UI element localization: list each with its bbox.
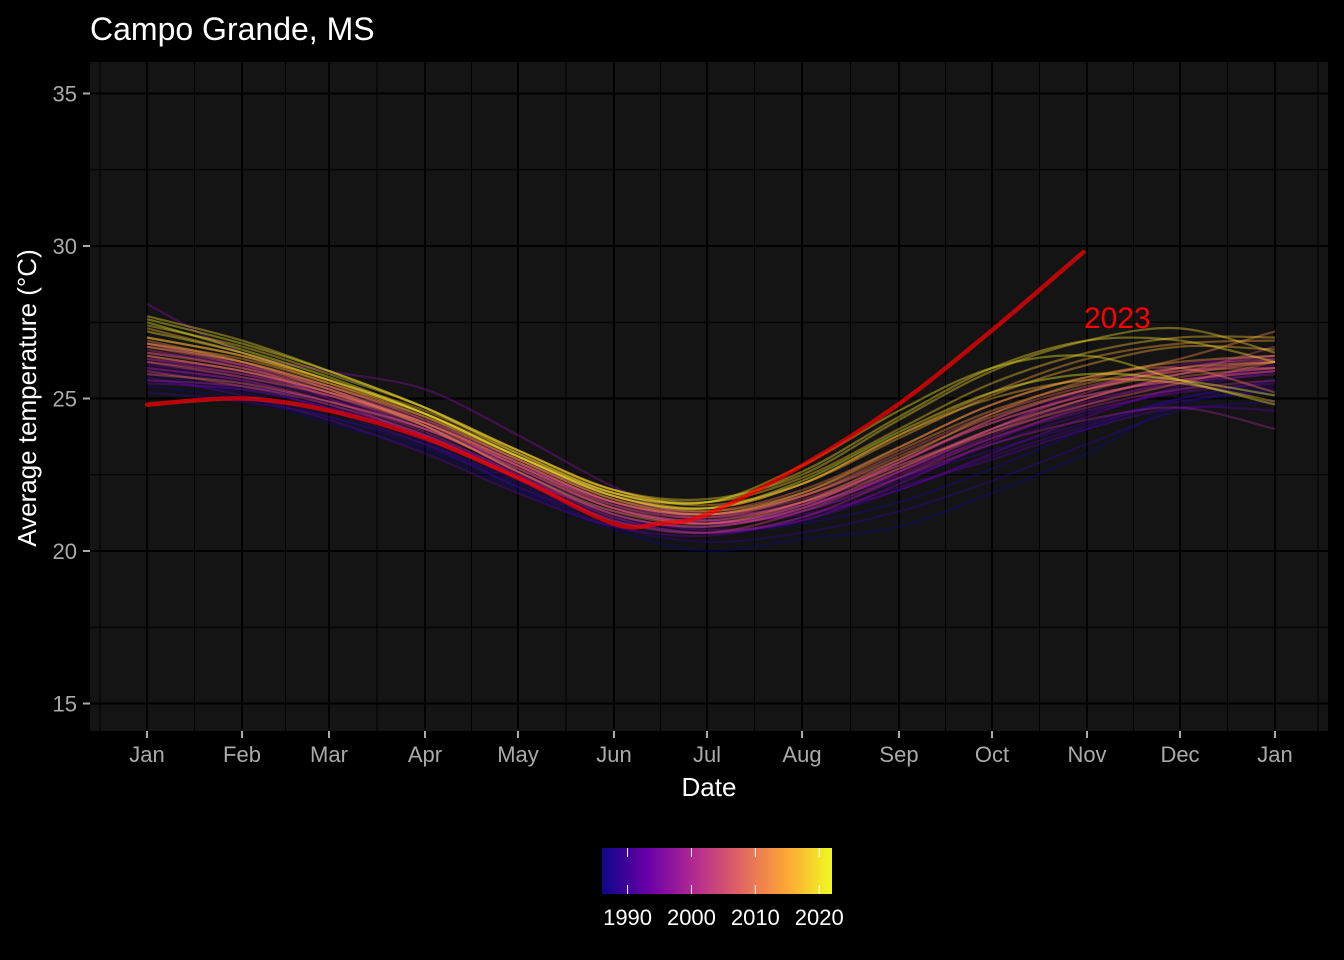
year-series-line <box>146 315 1276 502</box>
x-tick-label: Jan <box>129 742 164 767</box>
highlight-series <box>144 249 1086 530</box>
colorbar-ticks: 1990 2000 2010 2020 <box>603 848 844 930</box>
x-tick-label: Jun <box>596 742 631 767</box>
year-series-line <box>146 342 1276 513</box>
highlight-series-label: 2023 <box>1084 302 1151 335</box>
year-series-line <box>146 366 1276 534</box>
yearly-series <box>146 302 1276 553</box>
x-tick-label: Oct <box>975 742 1009 767</box>
y-tick-label: 20 <box>53 539 77 564</box>
year-series-line <box>146 318 1276 505</box>
colorbar-tick-label: 2020 <box>795 905 844 930</box>
year-series-line <box>146 360 1276 522</box>
year-series-line <box>146 357 1276 531</box>
year-series-line <box>146 345 1276 535</box>
major-gridlines <box>90 62 1328 731</box>
year-series-line <box>146 321 1276 510</box>
year-series-line <box>146 373 1276 544</box>
year-series-line <box>146 379 1276 525</box>
year-series-line <box>146 351 1276 528</box>
year-series-line <box>146 302 1276 523</box>
y-axis: 15 20 25 30 35 <box>53 82 90 717</box>
year-series-line <box>146 376 1276 538</box>
x-tick-label: Nov <box>1067 742 1106 767</box>
year-series-line <box>146 345 1276 525</box>
x-tick-label: Feb <box>223 742 261 767</box>
x-tick-label: Aug <box>782 742 821 767</box>
year-series-line <box>146 330 1276 505</box>
year-series-line <box>146 342 1276 522</box>
year-series-line <box>146 363 1276 523</box>
colorbar-tick-label: 2000 <box>667 905 716 930</box>
colorbar <box>602 848 832 894</box>
year-series-line <box>146 336 1276 510</box>
year-series-line <box>146 382 1276 528</box>
x-axis: Jan Feb Mar Apr May Jun Jul Aug Sep Oct Nov Dec Jan <box>129 731 1293 767</box>
year-series-line <box>146 339 1276 510</box>
year-series-line <box>146 366 1276 525</box>
x-tick-label: Jul <box>693 742 721 767</box>
minor-gridlines <box>90 62 1328 781</box>
year-series-line <box>146 357 1276 525</box>
year-series-line <box>146 379 1276 529</box>
chart-title: Campo Grande, MS <box>90 11 375 47</box>
x-axis-label: Date <box>682 772 737 802</box>
year-series-line <box>146 357 1276 519</box>
colorbar-tick-label: 1990 <box>603 905 652 930</box>
year-series-line <box>146 379 1276 534</box>
colorbar-legend: 1990 2000 2010 2020 <box>602 848 844 930</box>
colorbar-tick-label: 2010 <box>731 905 780 930</box>
x-tick-label: Apr <box>408 742 442 767</box>
y-tick-label: 25 <box>53 387 77 412</box>
x-tick-label: May <box>497 742 539 767</box>
x-tick-label: Dec <box>1160 742 1199 767</box>
highlight-series-line <box>144 249 1086 530</box>
year-series-line <box>146 385 1276 553</box>
x-tick-label: Jan <box>1257 742 1292 767</box>
x-tick-label: Mar <box>310 742 348 767</box>
year-series-line <box>146 327 1276 507</box>
year-series-line <box>146 360 1276 519</box>
x-tick-label: Sep <box>879 742 918 767</box>
y-tick-label: 15 <box>53 692 77 717</box>
plot-panel <box>90 62 1328 731</box>
year-series-line <box>146 330 1276 525</box>
y-tick-label: 30 <box>53 234 77 259</box>
y-tick-label: 35 <box>53 82 77 107</box>
y-axis-label: Average temperature (°C) <box>12 249 42 547</box>
year-series-line <box>146 324 1276 504</box>
year-series-line <box>146 345 1276 513</box>
